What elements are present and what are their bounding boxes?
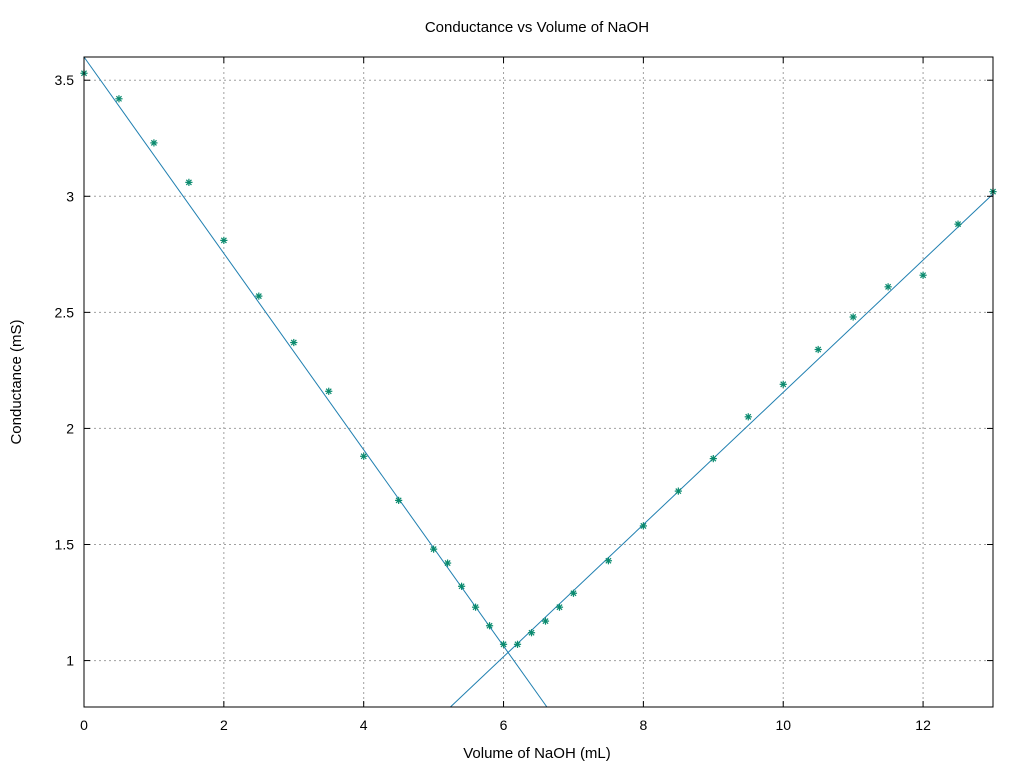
x-tick-labels: 0 2 4 6 8 10 12 bbox=[80, 717, 931, 733]
data-point-stroke bbox=[514, 641, 521, 648]
data-point-stroke bbox=[955, 221, 962, 228]
data-point bbox=[814, 345, 822, 354]
data-point-stroke bbox=[360, 453, 367, 460]
data-point bbox=[185, 178, 193, 186]
data-point bbox=[569, 589, 578, 597]
y-tick-label: 3 bbox=[66, 188, 74, 204]
data-point bbox=[255, 292, 263, 300]
data-point-stroke bbox=[640, 522, 647, 529]
data-point bbox=[709, 455, 717, 463]
data-point bbox=[499, 640, 508, 648]
data-point bbox=[220, 236, 228, 244]
data-point bbox=[150, 139, 158, 147]
data-point bbox=[325, 387, 333, 395]
fit-line bbox=[450, 193, 994, 708]
data-point-stroke bbox=[458, 583, 465, 590]
data-point bbox=[360, 452, 368, 460]
data-point-stroke bbox=[542, 618, 549, 625]
data-point bbox=[639, 522, 647, 530]
data-point bbox=[430, 545, 438, 553]
data-point bbox=[115, 95, 123, 103]
data-point-stroke bbox=[290, 339, 297, 346]
data-point-stroke bbox=[486, 622, 493, 629]
data-point bbox=[541, 617, 550, 625]
data-point bbox=[290, 338, 298, 347]
data-point bbox=[884, 283, 892, 291]
x-tick-label: 12 bbox=[915, 717, 931, 733]
data-point bbox=[849, 313, 857, 321]
y-tick-label: 2.5 bbox=[55, 304, 75, 320]
data-point bbox=[471, 603, 480, 611]
data-point-stroke bbox=[444, 560, 451, 567]
fit-lines bbox=[83, 56, 994, 708]
grid-layer bbox=[84, 57, 993, 707]
x-tick-label: 8 bbox=[639, 717, 647, 733]
data-point-stroke bbox=[920, 272, 927, 279]
axis-ticks bbox=[83, 57, 993, 707]
data-point bbox=[513, 640, 522, 648]
data-point bbox=[555, 603, 564, 611]
data-point-stroke bbox=[472, 604, 479, 611]
data-points bbox=[80, 69, 997, 648]
x-axis-title: Volume of NaOH (mL) bbox=[463, 745, 611, 762]
data-point-stroke bbox=[556, 604, 563, 611]
plot-frame bbox=[83, 56, 994, 708]
x-tick-label: 4 bbox=[360, 717, 368, 733]
data-point-stroke bbox=[185, 179, 192, 186]
data-point-stroke bbox=[570, 590, 577, 597]
data-point-stroke bbox=[325, 388, 332, 395]
data-point bbox=[457, 582, 466, 590]
x-tick-label: 2 bbox=[220, 717, 228, 733]
data-point bbox=[744, 413, 752, 421]
data-point-stroke bbox=[815, 346, 822, 353]
chart-title: Conductance vs Volume of NaOH bbox=[425, 19, 649, 36]
data-point bbox=[674, 487, 682, 495]
data-point-stroke bbox=[430, 546, 437, 553]
fit-line bbox=[83, 56, 548, 708]
data-point-stroke bbox=[885, 283, 892, 290]
data-point-stroke bbox=[528, 629, 535, 636]
data-point bbox=[604, 557, 613, 565]
data-point-stroke bbox=[150, 139, 157, 146]
data-point bbox=[919, 271, 927, 279]
data-point bbox=[444, 559, 452, 567]
data-point bbox=[485, 622, 494, 630]
data-point-stroke bbox=[220, 237, 227, 244]
data-point bbox=[395, 496, 403, 504]
data-point bbox=[779, 380, 787, 388]
x-tick-label: 6 bbox=[500, 717, 508, 733]
x-tick-label: 0 bbox=[80, 717, 88, 733]
data-point-stroke bbox=[500, 641, 507, 648]
data-point bbox=[527, 629, 536, 637]
y-tick-label: 2 bbox=[66, 420, 74, 436]
y-axis-title: Conductance (mS) bbox=[8, 319, 25, 444]
data-point-stroke bbox=[255, 293, 262, 300]
data-point-stroke bbox=[745, 413, 752, 420]
data-point bbox=[954, 220, 962, 228]
x-tick-label: 10 bbox=[775, 717, 791, 733]
data-point-stroke bbox=[850, 313, 857, 321]
data-point-stroke bbox=[710, 455, 717, 462]
data-point-stroke bbox=[675, 488, 682, 495]
data-point-stroke bbox=[395, 497, 402, 504]
y-tick-label: 1.5 bbox=[55, 537, 75, 553]
y-tick-labels: 1 1.5 2 2.5 3 3.5 bbox=[55, 72, 75, 668]
data-point-stroke bbox=[605, 557, 612, 564]
data-point-stroke bbox=[780, 381, 787, 388]
y-tick-label: 1 bbox=[66, 653, 74, 669]
y-tick-label: 3.5 bbox=[55, 72, 75, 88]
data-point-stroke bbox=[115, 95, 122, 102]
